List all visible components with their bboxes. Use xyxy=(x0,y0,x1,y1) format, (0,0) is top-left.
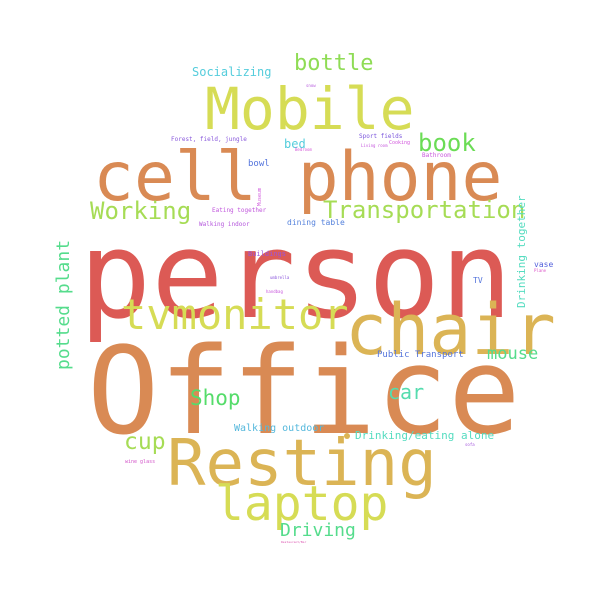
word-vase: vase xyxy=(534,260,554,269)
word-cell-phone: cell phone xyxy=(93,138,503,217)
word-person: person xyxy=(79,207,513,346)
word-transportation: Transportation xyxy=(323,196,526,224)
word-book: book xyxy=(418,129,476,157)
word-sofa: sofa xyxy=(465,442,475,447)
word-bathroom: Bathroom xyxy=(422,152,451,159)
word-socializing: Socializing xyxy=(192,65,272,79)
word-driving: Driving xyxy=(280,520,356,541)
word-mouse: mouse xyxy=(487,344,539,364)
word-forest-field-jungle: Forest, field, jungle xyxy=(171,136,247,143)
word-cup: cup xyxy=(124,429,166,455)
word-working: Working xyxy=(90,197,192,225)
word-potted-plant: potted plant xyxy=(53,239,74,370)
accent-dot xyxy=(344,433,350,439)
word-public-transport: Public Transport xyxy=(377,350,464,360)
word-walking-outdoor: Walking outdoor xyxy=(234,423,325,434)
word-drinking-eating-alone: Drinking/eating alone xyxy=(355,429,495,442)
word-bed: bed xyxy=(284,137,306,151)
word-bottle: bottle xyxy=(294,51,374,76)
word-snow: snow xyxy=(306,83,316,88)
word-handbag: handbag xyxy=(266,289,283,294)
word-plane: Plane xyxy=(534,268,547,273)
word-bowl: bowl xyxy=(248,159,270,169)
word-car: car xyxy=(388,380,425,404)
word-living-room: Living room xyxy=(361,143,388,148)
word-wine-glass: wine glass xyxy=(125,459,156,465)
word-shop: Shop xyxy=(190,386,241,410)
word-umbrella: umbrella xyxy=(270,275,290,280)
word-walking-indoor: Walking indoor xyxy=(199,221,250,228)
word-dining-table: dining table xyxy=(287,218,345,227)
word-tv: TV xyxy=(473,276,483,285)
word-restaurant-bar: Restaurant/Bar xyxy=(281,540,307,544)
word-buildings: Buildings xyxy=(248,250,286,258)
word-laptop: laptop xyxy=(215,476,389,532)
word-mobile: Mobile xyxy=(205,75,415,143)
word-cooking: Cooking xyxy=(389,140,411,146)
word-chair: chair xyxy=(345,289,556,371)
word-tvmonitor: tvmonitor xyxy=(121,290,349,339)
word-resting: Resting xyxy=(167,427,437,501)
word-museum: Museum xyxy=(257,187,263,206)
word-office: Office xyxy=(87,323,521,462)
word-sport-fields: Sport fields xyxy=(359,133,403,140)
word-eating-together: Eating together xyxy=(212,207,267,214)
word-drinking-together: Drinking together xyxy=(515,195,528,308)
word-bedroom: Bedroom xyxy=(295,147,312,152)
